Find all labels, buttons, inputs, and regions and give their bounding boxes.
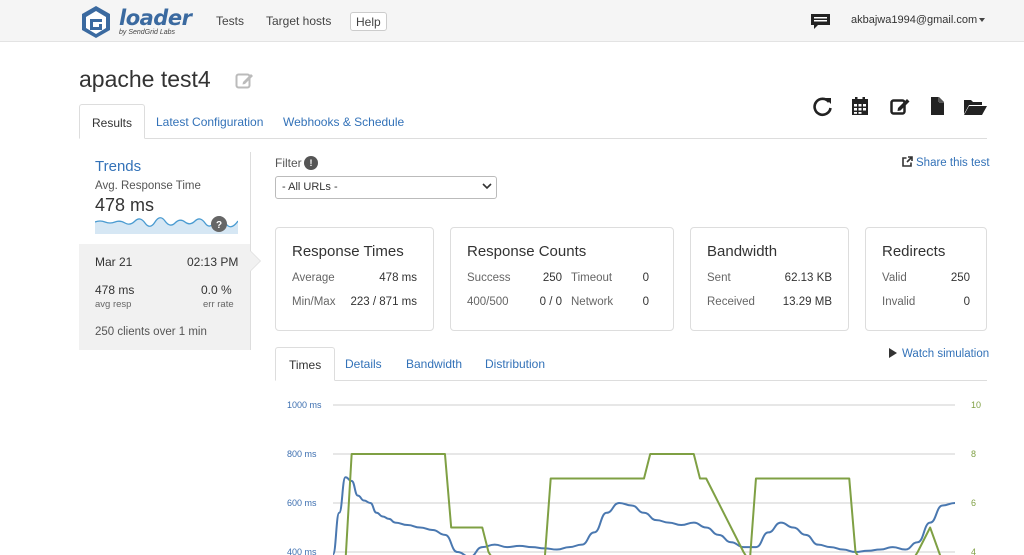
run-time: 02:13 PM [187, 255, 239, 269]
watch-simulation-link[interactable]: Watch simulation [889, 348, 989, 360]
top-navbar: loader by SendGrid Labs Tests Target hos… [0, 0, 1024, 42]
received-value: 13.29 MB [782, 296, 832, 308]
trends-panel: Trends Avg. Response Time 478 ms ? Mar 2… [79, 152, 251, 350]
received-label: Received [707, 296, 755, 308]
chat-icon[interactable] [810, 13, 831, 30]
tabs-divider [79, 138, 987, 139]
filter-info-icon[interactable]: ! [304, 156, 318, 170]
average-value: 478 ms [379, 272, 417, 284]
card-title: Bandwidth [707, 243, 778, 260]
card-redirects: Redirects Valid 250 Invalid 0 [865, 227, 987, 331]
file-icon[interactable] [926, 95, 948, 117]
y-left-tick: 800 ms [287, 449, 317, 459]
subtab-bandwidth[interactable]: Bandwidth [406, 357, 463, 371]
success-value: 250 [542, 272, 562, 284]
card-response-counts: Response Counts Success 250 Timeout 0 40… [450, 227, 674, 331]
account-menu[interactable]: akbajwa1994@gmail.com [851, 14, 986, 26]
card-title: Response Counts [467, 243, 587, 260]
refresh-icon[interactable] [812, 95, 834, 117]
card-title: Response Times [292, 243, 404, 260]
account-email: akbajwa1994@gmail.com [851, 14, 978, 26]
network-value: 0 [642, 296, 649, 308]
y-left-tick: 400 ms [287, 547, 317, 555]
loader-logo-icon [82, 6, 110, 38]
response-times-chart: 1000 ms 10 800 ms 8 600 ms 6 400 ms 4 [287, 400, 981, 555]
trends-metric-value: 478 ms [95, 195, 155, 215]
logo-subtitle: by SendGrid Labs [119, 29, 176, 36]
watch-label: Watch simulation [902, 348, 990, 360]
y-right-tick: 8 [971, 449, 976, 459]
y-right-tick: 10 [971, 400, 981, 410]
selected-run-arrow-fill [250, 251, 260, 271]
run-date: Mar 21 [95, 255, 133, 269]
error-value: 0 / 0 [539, 296, 562, 308]
error-label: 400/500 [467, 296, 509, 308]
nav-target-hosts[interactable]: Target hosts [266, 14, 332, 28]
tab-webhooks-schedule[interactable]: Webhooks & Schedule [283, 115, 405, 129]
clients-series [344, 453, 942, 555]
page-title: apache test4 [79, 66, 211, 92]
y-left-tick: 600 ms [287, 498, 317, 508]
chevron-down-icon [482, 183, 492, 190]
sent-label: Sent [707, 272, 731, 284]
invalid-label: Invalid [882, 296, 916, 308]
subtab-details[interactable]: Details [345, 357, 382, 371]
filter-label: Filter [275, 156, 302, 170]
trends-title[interactable]: Trends [95, 158, 142, 175]
loader-logo[interactable]: loader by SendGrid Labs [79, 4, 192, 38]
valid-label: Valid [882, 272, 907, 284]
nav-tests[interactable]: Tests [216, 14, 245, 28]
logo-text: loader [119, 6, 192, 30]
response-time-series [332, 476, 956, 555]
card-bandwidth: Bandwidth Sent 62.13 KB Received 13.29 M… [690, 227, 849, 331]
card-title: Redirects [882, 243, 946, 260]
help-button[interactable]: Help [350, 12, 387, 31]
success-label: Success [467, 272, 511, 284]
folder-open-icon[interactable] [963, 95, 988, 117]
minmax-value: 223 / 871 ms [350, 296, 417, 308]
share-test-link[interactable]: Share this test [902, 156, 990, 169]
trends-metric-label: Avg. Response Time [95, 180, 201, 192]
subtab-distribution[interactable]: Distribution [485, 357, 546, 371]
average-label: Average [292, 272, 335, 284]
chevron-down-icon [979, 18, 986, 23]
subtab-times[interactable]: Times [275, 347, 336, 381]
help-badge[interactable]: ? [216, 220, 222, 231]
run-avg-resp: 478 ms [95, 283, 135, 297]
sent-value: 62.13 KB [784, 272, 832, 284]
minmax-label: Min/Max [292, 296, 336, 308]
timeout-value: 0 [642, 272, 649, 284]
network-label: Network [571, 296, 614, 308]
calendar-icon[interactable] [849, 95, 871, 117]
share-icon [902, 156, 913, 167]
y-right-tick: 4 [971, 547, 976, 555]
run-err-rate: 0.0 % [201, 283, 232, 297]
run-clients: 250 clients over 1 min [95, 326, 207, 338]
share-label: Share this test [916, 157, 990, 169]
trends-summary: Trends Avg. Response Time 478 ms ? [79, 152, 250, 244]
run-avg-resp-label: avg resp [95, 299, 132, 310]
edit-title-icon[interactable] [235, 71, 254, 90]
tab-latest-configuration[interactable]: Latest Configuration [156, 115, 264, 129]
trends-sparkline: ? [95, 216, 238, 234]
timeout-label: Timeout [571, 272, 613, 284]
tab-results[interactable]: Results [79, 104, 146, 139]
y-right-tick: 6 [971, 498, 976, 508]
run-err-rate-label: err rate [203, 299, 234, 310]
card-response-times: Response Times Average 478 ms Min/Max 22… [275, 227, 434, 331]
play-icon [889, 348, 897, 358]
valid-value: 250 [950, 272, 970, 284]
y-left-tick: 1000 ms [287, 400, 322, 410]
invalid-value: 0 [963, 296, 970, 308]
subtabs-divider [275, 380, 987, 381]
edit-icon[interactable] [889, 95, 911, 117]
url-filter-select[interactable]: - All URLs - [275, 176, 497, 199]
